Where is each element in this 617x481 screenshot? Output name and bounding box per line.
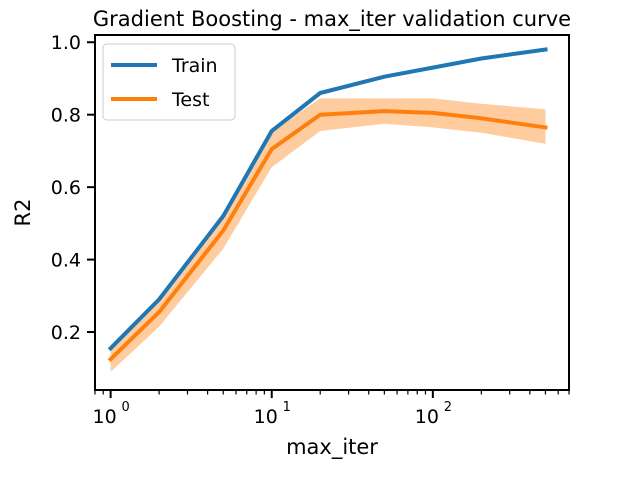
legend: Train Test xyxy=(102,43,236,121)
y-tick-label: 0.6 xyxy=(51,177,81,199)
ticks-layer: 0.2 0.4 0.6 0.8 1.0 10 0 10 1 10 2 xyxy=(51,32,570,428)
x-tick-label-exponent: 1 xyxy=(283,400,291,415)
legend-label-test: Test xyxy=(171,89,209,111)
line-train xyxy=(107,47,548,352)
legend-label-train: Train xyxy=(171,55,218,77)
x-tick-label-exponent: 2 xyxy=(444,400,452,415)
x-tick-label-exponent: 0 xyxy=(121,400,129,415)
y-axis-label: R2 xyxy=(11,199,35,227)
lines-layer xyxy=(107,47,548,363)
x-tick-label: 10 xyxy=(415,406,439,428)
chart-title: Gradient Boosting - max_iter validation … xyxy=(93,7,571,32)
y-tick-label: 0.4 xyxy=(51,250,81,272)
x-axis-label: max_iter xyxy=(286,435,378,460)
y-tick-label: 1.0 xyxy=(51,32,81,54)
x-tick-label: 10 xyxy=(93,406,117,428)
y-tick-label: 0.2 xyxy=(51,322,81,344)
plot-frame xyxy=(94,34,570,391)
bands-layer xyxy=(110,48,546,372)
x-tick-label: 10 xyxy=(254,406,278,428)
band-test xyxy=(110,98,546,372)
y-tick-label: 0.8 xyxy=(51,105,81,127)
line-test xyxy=(107,109,548,363)
